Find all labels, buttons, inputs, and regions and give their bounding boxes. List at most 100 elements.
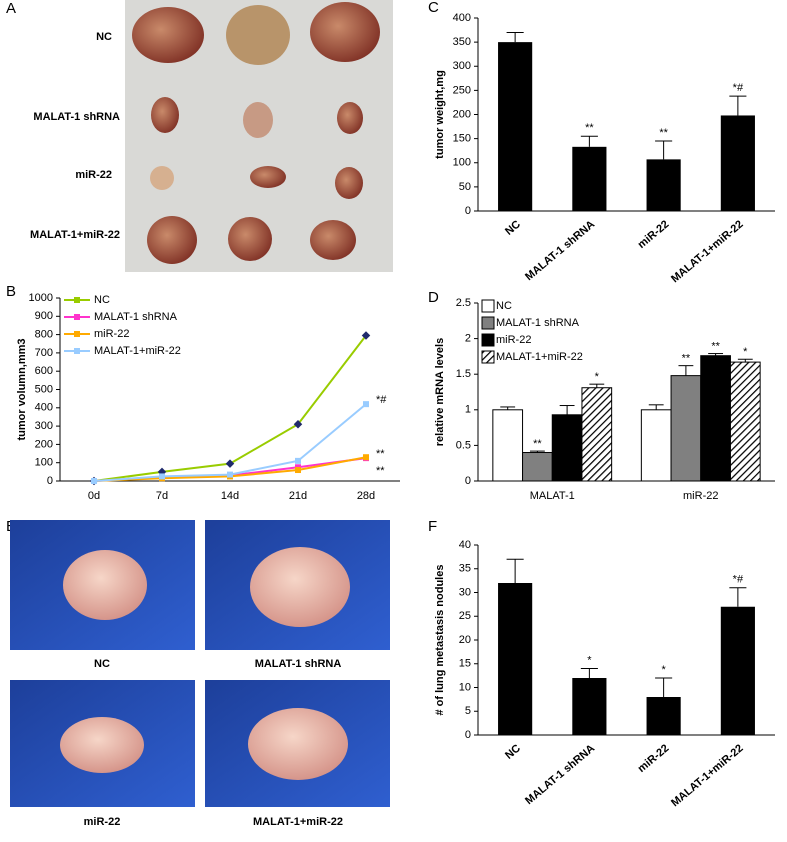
annotation: *# [733, 82, 744, 94]
x-tick-label: 21d [289, 490, 307, 502]
y-tick-label: 0 [47, 475, 53, 487]
y-tick-label: 0 [465, 205, 471, 217]
y-tick-label: 10 [459, 681, 471, 693]
x-tick-label: 14d [221, 490, 239, 502]
y-tick-label: 100 [35, 457, 53, 469]
x-tick-label: miR-22 [636, 218, 672, 251]
x-tick-label: NC [503, 742, 523, 761]
bar [498, 583, 533, 735]
line [93, 334, 367, 482]
bar [720, 115, 755, 211]
y-tick-label: 300 [35, 420, 53, 432]
y-tick-label: 200 [35, 438, 53, 450]
x-tick-label: MALAT-1+miR-22 [669, 742, 746, 809]
y-tick-label: 35 [459, 563, 471, 575]
annotation: ** [533, 438, 542, 450]
annotation: ** [376, 465, 385, 477]
row-label: MALAT-1+miR-22 [30, 229, 120, 241]
photo-label: MALAT-1+miR-22 [253, 816, 343, 828]
bar [646, 697, 681, 735]
lung-photos [10, 520, 390, 807]
panel-letter: C [428, 0, 439, 16]
x-tick-label: miR-22 [636, 742, 672, 775]
panel-letter: B [6, 283, 16, 300]
legend-label: MALAT-1 shRNA [94, 311, 178, 323]
y-tick-label: 0 [465, 729, 471, 741]
y-tick-label: 400 [453, 12, 471, 24]
legend-label: MALAT-1+miR-22 [94, 345, 181, 357]
bar [572, 146, 607, 211]
y-axis-label: relative mRNA levels [434, 338, 446, 446]
y-tick-label: 1 [465, 404, 471, 416]
legend-marker [74, 297, 80, 303]
bar [551, 414, 583, 482]
y-tick-label: 2 [465, 333, 471, 345]
y-axis-label: # of lung metastasis nodules [434, 565, 446, 716]
annotation: ** [585, 122, 594, 134]
marker [91, 478, 97, 484]
y-tick-label: 40 [459, 539, 471, 551]
photo-label: miR-22 [84, 816, 121, 828]
x-tick-label: MALAT-1+miR-22 [669, 218, 746, 285]
marker [361, 331, 371, 340]
annotation: ** [682, 353, 691, 365]
annotation: ** [711, 340, 720, 352]
line [93, 403, 367, 482]
annotation: ** [659, 127, 668, 139]
bar [492, 409, 524, 482]
marker [295, 457, 301, 464]
marker [293, 420, 303, 429]
y-tick-label: 250 [453, 84, 471, 96]
marker [363, 454, 369, 461]
y-tick-label: 0.5 [456, 439, 471, 451]
y-tick-label: 1.5 [456, 368, 471, 380]
y-tick-label: 200 [453, 108, 471, 120]
legend-swatch [481, 350, 495, 364]
row-label: NC [96, 31, 112, 43]
bar [729, 361, 761, 482]
y-tick-label: 400 [35, 402, 53, 414]
row-label: miR-22 [75, 169, 112, 181]
photo-label: NC [94, 658, 110, 670]
x-tick-label: NC [503, 218, 523, 237]
annotation: * [595, 371, 600, 383]
y-tick-label: 20 [459, 634, 471, 646]
x-tick-label: MALAT-1 shRNA [523, 742, 597, 807]
x-tick-label: MALAT-1 [530, 490, 575, 502]
legend-marker [74, 348, 80, 354]
bar [670, 375, 702, 482]
bar [700, 355, 731, 482]
x-tick-label: MALAT-1 shRNA [523, 218, 597, 283]
y-tick-label: 150 [453, 133, 471, 145]
y-tick-label: 800 [35, 329, 53, 341]
legend-swatch [481, 316, 495, 330]
y-tick-label: 2.5 [456, 297, 471, 309]
y-axis-label: tumor weight,mg [434, 70, 446, 159]
marker [363, 401, 369, 408]
bar [522, 452, 553, 482]
panel-letter: F [428, 518, 437, 535]
row-label: MALAT-1 shRNA [33, 111, 120, 123]
x-tick-label: 7d [156, 490, 168, 502]
legend-label: NC [94, 294, 110, 306]
photo-label: MALAT-1 shRNA [255, 658, 342, 670]
x-tick-label: miR-22 [683, 490, 718, 502]
legend-swatch [481, 299, 495, 313]
legend-label: MALAT-1 shRNA [496, 317, 580, 329]
panel-letter: A [6, 0, 16, 17]
legend-label: MALAT-1+miR-22 [496, 351, 583, 363]
bar [498, 42, 533, 211]
legend-label: NC [496, 300, 512, 312]
y-tick-label: 25 [459, 610, 471, 622]
y-tick-label: 5 [465, 705, 471, 717]
bar [646, 159, 681, 211]
marker [225, 459, 235, 468]
annotation: *# [376, 394, 387, 406]
legend-label: miR-22 [94, 328, 129, 340]
annotation: *# [733, 574, 744, 586]
legend-marker [74, 331, 80, 337]
bar [572, 678, 607, 735]
y-tick-label: 1000 [29, 292, 53, 304]
y-tick-label: 350 [453, 36, 471, 48]
